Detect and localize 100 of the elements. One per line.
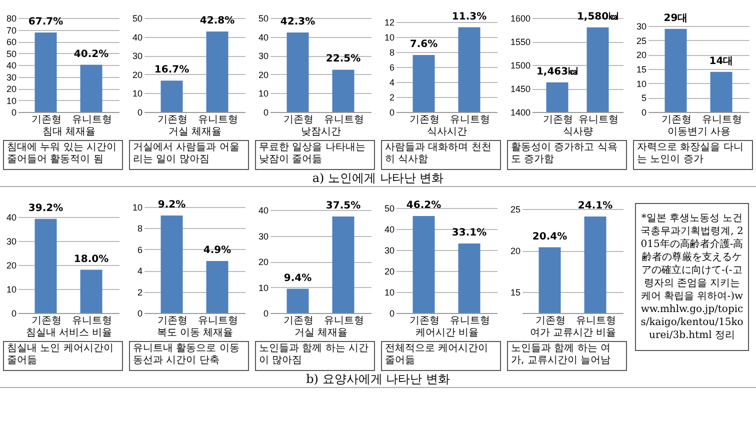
x-tick-label: 유니트형 bbox=[576, 316, 616, 326]
y-tick-label: 2 bbox=[389, 92, 394, 102]
y-tick-label: 0 bbox=[137, 308, 142, 318]
data-label: 1,463㎉ bbox=[536, 66, 578, 78]
data-label: 33.1% bbox=[452, 227, 487, 238]
data-label: 9.2% bbox=[158, 199, 186, 210]
y-tick-label: 6 bbox=[137, 244, 142, 255]
y-tick-label: 15 bbox=[510, 288, 520, 298]
y-tick-label: 0 bbox=[137, 108, 142, 118]
y-tick-label: 30 bbox=[384, 246, 394, 256]
y-tick-label: 20 bbox=[510, 246, 520, 256]
x-tick-label: 유니트형 bbox=[702, 114, 742, 126]
x-axis-title: 침실내 서비스 비율 bbox=[26, 328, 112, 338]
data-label: 39.2% bbox=[28, 202, 64, 214]
text: 전체적으로 케어시간이 줄어듦 bbox=[381, 341, 501, 371]
x-tick-label: 유니트형 bbox=[72, 316, 112, 326]
x-tick-label: 기존형 bbox=[409, 114, 440, 126]
x-tick-label: 기존형 bbox=[535, 316, 566, 326]
y-tick-label: 6 bbox=[389, 62, 394, 72]
text: 유니트내 활동으로 이동동선과 시간이 단축 bbox=[129, 341, 249, 371]
y-tick-label: 30 bbox=[6, 72, 16, 82]
x-tick-label: 기존형 bbox=[31, 316, 62, 326]
y-tick-label: 70 bbox=[6, 25, 16, 36]
x-tick-label: 유니트형 bbox=[72, 114, 112, 126]
y-tick-label: 30 bbox=[258, 51, 268, 62]
y-tick-label: 10 bbox=[384, 32, 394, 42]
y-tick-label: 50 bbox=[258, 14, 268, 24]
y-tick-label: 20 bbox=[6, 84, 16, 94]
text: *일본 후생노동성 노건국총무과기획법령계, 2015年の高齢者介護-高齢者の尊厳を支えるケアの確立に向けて-(-고령자의 존엄을 지키는 케어 확립을 위하여-)www.mhlw.go.jp/topics/kaigo/kentou/15kourei/3b.html 정리 bbox=[640, 213, 744, 341]
data-label: 16.7% bbox=[154, 64, 190, 76]
x-tick-label: 기존형 bbox=[542, 114, 573, 126]
text: b) 요양사에게 나타난 변화 bbox=[0, 371, 756, 388]
y-tick-label: 20 bbox=[258, 70, 268, 80]
data-label: 40.2% bbox=[74, 48, 109, 60]
data-label: 37.5% bbox=[326, 200, 361, 212]
data-label: 24.1% bbox=[578, 200, 613, 212]
y-tick-label: 12 bbox=[384, 18, 394, 28]
x-tick-label: 기존형 bbox=[31, 114, 62, 126]
x-tick-label: 유니트형 bbox=[198, 114, 238, 126]
text: 자력으로 화장실을 다니는 노인이 증가 bbox=[633, 140, 753, 170]
data-label: 18.0% bbox=[74, 254, 109, 265]
x-axis-title: 이동변기 사용 bbox=[667, 126, 731, 138]
data-label: 14대 bbox=[709, 56, 734, 67]
y-tick-label: 10 bbox=[6, 284, 16, 294]
data-label: 67.7% bbox=[28, 16, 64, 28]
x-tick-label: 유니트형 bbox=[450, 316, 490, 326]
y-tick-label: 8 bbox=[137, 224, 142, 234]
y-tick-label: 50 bbox=[6, 48, 16, 59]
data-label: 20.4% bbox=[532, 231, 568, 242]
data-label: 1,580㎉ bbox=[576, 11, 619, 22]
y-tick-label: 10 bbox=[6, 96, 16, 106]
y-tick-label: 10 bbox=[636, 78, 646, 89]
y-tick-label: 40 bbox=[6, 60, 16, 70]
text: 노인들과 함께 하는 여가, 교류시간이 늘어남 bbox=[507, 341, 627, 371]
x-axis-title: 복도 이동 체재율 bbox=[156, 328, 234, 338]
x-tick-label: 기존형 bbox=[409, 316, 440, 326]
y-tick-label: 2 bbox=[137, 287, 142, 298]
y-tick-label: 40 bbox=[384, 224, 394, 234]
y-tick-label: 60 bbox=[6, 37, 16, 47]
text: 활동성이 증가하고 식욕도 증가함 bbox=[507, 140, 627, 170]
text: 무료한 일상을 나타내는 낮잠이 줄어듦 bbox=[255, 140, 375, 170]
y-tick-label: 0 bbox=[389, 108, 394, 118]
y-tick-label: 50 bbox=[384, 204, 394, 214]
y-tick-label: 1450 bbox=[510, 84, 530, 94]
x-axis-title: 케어시간 비율 bbox=[415, 328, 479, 338]
x-axis-title: 여가 교류시간 비율 bbox=[530, 328, 616, 338]
y-tick-label: 25 bbox=[510, 204, 520, 214]
y-tick-label: 0 bbox=[11, 108, 16, 118]
y-tick-label: 40 bbox=[258, 206, 268, 216]
data-label: 29대 bbox=[664, 12, 688, 24]
y-tick-label: 0 bbox=[11, 308, 16, 318]
y-tick-label: 1500 bbox=[510, 60, 530, 70]
y-tick-label: 0 bbox=[263, 308, 268, 318]
text: 거실에서 사람들과 어울리는 일이 많아짐 bbox=[129, 140, 249, 170]
x-tick-label: 유니트형 bbox=[450, 114, 490, 126]
y-tick-label: 30 bbox=[636, 22, 646, 32]
y-tick-label: 50 bbox=[132, 14, 142, 24]
x-axis-title: 침대 체재율 bbox=[42, 126, 96, 138]
y-tick-label: 15 bbox=[636, 64, 646, 74]
data-label: 7.6% bbox=[410, 39, 438, 50]
data-label: 9.4% bbox=[284, 272, 312, 284]
y-tick-label: 4 bbox=[137, 266, 142, 276]
x-tick-label: 유니트형 bbox=[198, 316, 238, 326]
y-tick-label: 10 bbox=[384, 288, 394, 298]
y-tick-label: 1400 bbox=[510, 108, 530, 118]
data-label: 4.9% bbox=[203, 245, 232, 256]
x-tick-label: 기존형 bbox=[157, 316, 188, 326]
y-tick-label: 30 bbox=[258, 231, 268, 242]
x-axis-title: 식사량 bbox=[563, 126, 593, 138]
y-tick-label: 1600 bbox=[510, 14, 530, 24]
y-tick-label: 20 bbox=[384, 266, 394, 276]
y-tick-label: 25 bbox=[636, 36, 646, 46]
y-tick-label: 5 bbox=[641, 93, 646, 104]
y-tick-label: 40 bbox=[132, 32, 142, 42]
text: 노인들과 함께 하는 시간이 많아짐 bbox=[255, 341, 375, 371]
x-tick-label: 기존형 bbox=[283, 114, 314, 126]
y-tick-label: 30 bbox=[6, 236, 16, 246]
x-axis-title: 식사시간 bbox=[427, 126, 467, 138]
y-tick-label: 0 bbox=[389, 308, 394, 318]
y-tick-label: 30 bbox=[132, 51, 142, 62]
